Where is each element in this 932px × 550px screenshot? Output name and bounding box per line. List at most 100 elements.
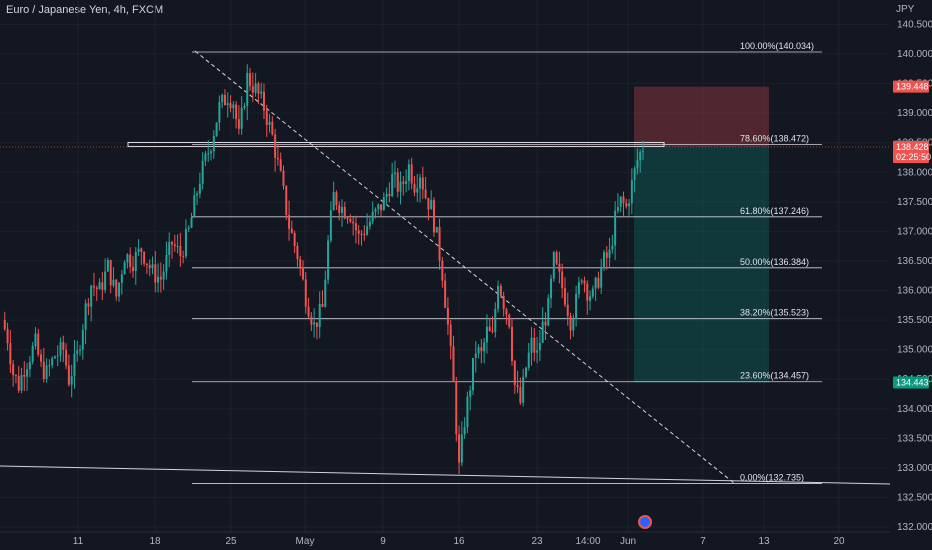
price-tag [893, 376, 929, 389]
candle-body [614, 210, 617, 246]
candle-body [597, 277, 600, 288]
candle-body [42, 361, 45, 380]
candle-body [547, 298, 550, 326]
candle-body [349, 219, 352, 222]
candle-body [385, 193, 388, 198]
candle-body [67, 365, 70, 385]
time-tick-label: 25 [225, 536, 237, 547]
candle-body [101, 282, 104, 290]
candle-body [112, 279, 115, 286]
candle-body [502, 295, 505, 310]
candle-body [594, 277, 597, 289]
candle-body [3, 320, 6, 330]
candle-body [299, 258, 302, 268]
candle-body [516, 384, 519, 387]
candle-body [168, 241, 171, 255]
candle-body [586, 283, 589, 301]
price-tag-label: 138.428 [896, 142, 929, 152]
candle-body [636, 160, 639, 169]
stop-loss-zone [634, 86, 769, 147]
price-axis: JPY 132.000 132.500 133.000 133.500 134.000 13… [890, 0, 932, 550]
candle-body [62, 342, 65, 350]
candle-body [622, 196, 625, 204]
price-tick-label: 135.500 [897, 315, 932, 326]
candle-body [611, 245, 614, 250]
candle-body [307, 306, 310, 317]
candle-body [399, 181, 402, 192]
candle-body [268, 121, 271, 125]
price-tick-label: 139.000 [897, 108, 932, 119]
candle-body [251, 86, 254, 93]
price-tick-label: 132.500 [897, 492, 932, 503]
candle-body [555, 252, 558, 264]
candle-body [321, 303, 324, 307]
candle-body [235, 104, 238, 120]
candle-body [583, 280, 586, 284]
candle-body [45, 365, 48, 380]
candle-body [346, 218, 349, 220]
candle-body [536, 350, 539, 353]
fib-level-label: 61.80%(137.246) [740, 206, 809, 216]
time-tick-label: May [296, 536, 315, 547]
candle-body [12, 364, 15, 376]
price-tick-label: 136.000 [897, 286, 932, 297]
price-tag-countdown: 02:25:50 [896, 152, 931, 162]
candle-body [441, 260, 444, 281]
price-tick-label: 135.000 [897, 345, 932, 356]
candle-body [485, 326, 488, 343]
candle-body [118, 282, 121, 297]
candle-body [246, 73, 249, 106]
candle-body [215, 122, 218, 137]
candle-body [196, 193, 199, 196]
candle-body [410, 164, 413, 184]
candle-body [143, 252, 146, 264]
candle-body [165, 254, 168, 272]
candle-body [28, 361, 31, 370]
candle-body [159, 276, 162, 280]
candle-body [396, 172, 399, 192]
candle-body [92, 285, 95, 288]
candle-body [405, 181, 408, 184]
candle-body [324, 279, 327, 307]
candle-body [332, 192, 335, 211]
candle-body [602, 252, 605, 269]
price-tick-label: 134.000 [897, 404, 932, 415]
candle-body [184, 229, 187, 257]
candle-body [179, 245, 182, 257]
candle-body [134, 252, 137, 272]
candle-body [98, 282, 101, 290]
candle-body [424, 189, 427, 199]
time-tick-label: 9 [380, 536, 386, 547]
candle-body [630, 179, 633, 204]
candle-body [357, 230, 360, 234]
candle-body [148, 264, 151, 269]
candles [3, 64, 644, 474]
candle-body [79, 349, 82, 351]
candle-body [243, 105, 246, 108]
time-tick-label: 14:00 [575, 536, 600, 547]
candle-body [282, 170, 285, 186]
candle-body [505, 309, 508, 315]
event-marker-icon [638, 515, 652, 529]
candle-body [544, 321, 547, 326]
price-tick-label: 133.500 [897, 433, 932, 444]
fib-level-label: 100.00%(140.034) [740, 41, 814, 51]
price-tag-label: 134.443 [896, 378, 929, 388]
candle-body [625, 203, 628, 207]
candle-body [218, 102, 221, 123]
candle-body [327, 240, 330, 280]
time-tick-label: 13 [758, 536, 770, 547]
candle-body [212, 136, 215, 152]
price-tick-label: 137.000 [897, 226, 932, 237]
candle-body [488, 326, 491, 331]
price-tick-label: 138.000 [897, 167, 932, 178]
candle-body [293, 232, 296, 246]
candle-body [343, 207, 346, 219]
fib-level-label: 78.60%(138.472) [740, 133, 809, 143]
trend-lines [0, 50, 891, 485]
fib-level-label: 38.20%(135.523) [740, 308, 809, 318]
candle-body [569, 315, 572, 331]
candle-body [508, 314, 511, 327]
candle-body [240, 107, 243, 129]
